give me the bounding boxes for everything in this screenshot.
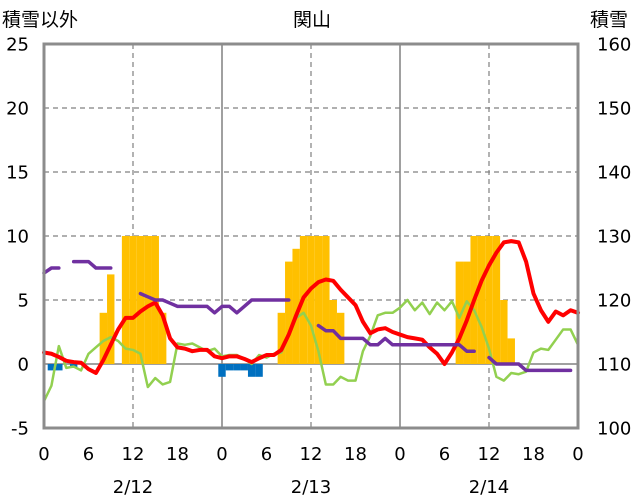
bar-series-0-bar	[144, 236, 152, 364]
left-y-tick-label: -5	[11, 419, 29, 440]
x-tick-label: 18	[522, 444, 545, 465]
bar-series-0-bar	[485, 236, 493, 364]
line-series-2	[42, 298, 580, 403]
left-y-tick-label: 5	[18, 291, 29, 312]
bar-series-0-bar	[136, 236, 145, 364]
x-tick-label: 0	[216, 444, 227, 465]
plot-border	[42, 42, 580, 430]
right-axis-title: 積雪	[590, 9, 628, 31]
right-y-tick-label: 150	[597, 99, 631, 120]
x-tick-label: 12	[300, 444, 323, 465]
date-label: 2/13	[291, 477, 331, 498]
bar-series-0-bar	[507, 338, 515, 364]
x-tick-label: 6	[439, 444, 450, 465]
x-tick-label: 0	[38, 444, 49, 465]
right-y-tick-label: 140	[597, 163, 631, 184]
x-tick-label: 0	[394, 444, 405, 465]
bar-series-0-bar	[285, 261, 293, 364]
bar-series-0-bar	[121, 236, 130, 364]
left-axis-title: 積雪以外	[2, 9, 78, 31]
bar-series-0-bar	[492, 236, 501, 364]
line-series-group	[42, 239, 580, 403]
bar-series-1-bar	[247, 364, 256, 377]
bar-series-0-bar	[129, 236, 137, 364]
x-tick-label: 18	[166, 444, 189, 465]
x-tick-label: 12	[122, 444, 145, 465]
bar-series-1-bar	[47, 364, 56, 371]
plot-frame	[42, 42, 580, 430]
bar-series-0-bar	[314, 236, 323, 364]
x-tick-label: 0	[572, 444, 583, 465]
left-y-tick-label: 15	[6, 163, 29, 184]
bar-series-1-bar	[240, 364, 248, 371]
x-tick-label: 6	[83, 444, 94, 465]
line-series-3	[42, 239, 580, 375]
right-y-tick-label: 100	[597, 419, 631, 440]
bar-series-1-bar	[255, 364, 263, 377]
bar-series-0-bar	[322, 236, 330, 364]
x-tick-label: 12	[478, 444, 501, 465]
right-y-tick-label: 120	[597, 291, 631, 312]
bar-series-0-bar	[455, 261, 464, 364]
bar-series-0-bar	[292, 248, 300, 364]
x-tick-label: 6	[261, 444, 272, 465]
bar-series-0-bar	[477, 236, 486, 364]
chart-title: 関山	[293, 9, 331, 31]
date-label: 2/14	[469, 477, 509, 498]
x-tick-label: 18	[344, 444, 367, 465]
bar-series-1-bar	[225, 364, 234, 371]
bar-series-1-bar	[233, 364, 241, 371]
left-y-tick-label: 25	[6, 35, 29, 56]
bar-series-1-bar	[55, 364, 63, 371]
bar-series-0-bar	[307, 236, 315, 364]
bar-series-0-bar	[463, 261, 471, 364]
bar-series-0-bar	[500, 300, 508, 364]
date-label: 2/12	[113, 477, 153, 498]
bar-series-0-bar	[158, 312, 167, 364]
bar-series-1-bar	[218, 364, 226, 377]
line-series-4	[42, 259, 573, 373]
right-y-tick-label: 130	[597, 227, 631, 248]
right-y-tick-label: 160	[597, 35, 631, 56]
left-y-tick-label: 10	[6, 227, 29, 248]
right-y-tick-label: 110	[597, 355, 631, 376]
bar-series-0-bar	[99, 312, 108, 364]
bar-series-0-bar	[277, 312, 286, 364]
bar-series-0-bar	[107, 274, 115, 364]
left-y-tick-label: 20	[6, 99, 29, 120]
left-y-tick-label: 0	[18, 355, 29, 376]
